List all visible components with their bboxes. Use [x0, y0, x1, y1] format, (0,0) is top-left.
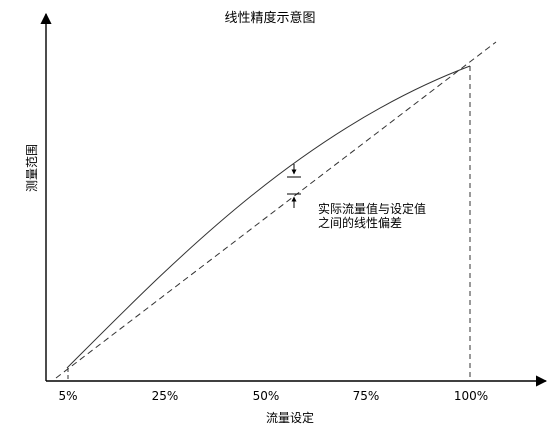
x-tick-50: 50% [253, 389, 280, 403]
x-tick-5: 5% [58, 389, 77, 403]
annotation-line-2: 之间的线性偏差 [318, 215, 402, 230]
ideal-linear-line [55, 41, 497, 379]
x-tick-25: 25% [152, 389, 179, 403]
y-axis-label: 测量范围 [25, 144, 39, 192]
actual-flow-curve [66, 65, 471, 369]
x-tick-75: 75% [353, 389, 380, 403]
annotation-line-1: 实际流量值与设定值 [318, 201, 426, 216]
diagram-title: 线性精度示意图 [224, 10, 315, 26]
x-axis-label: 流量设定 [266, 410, 314, 425]
x-tick-100: 100% [454, 389, 488, 403]
deviation-indicator [287, 164, 301, 208]
